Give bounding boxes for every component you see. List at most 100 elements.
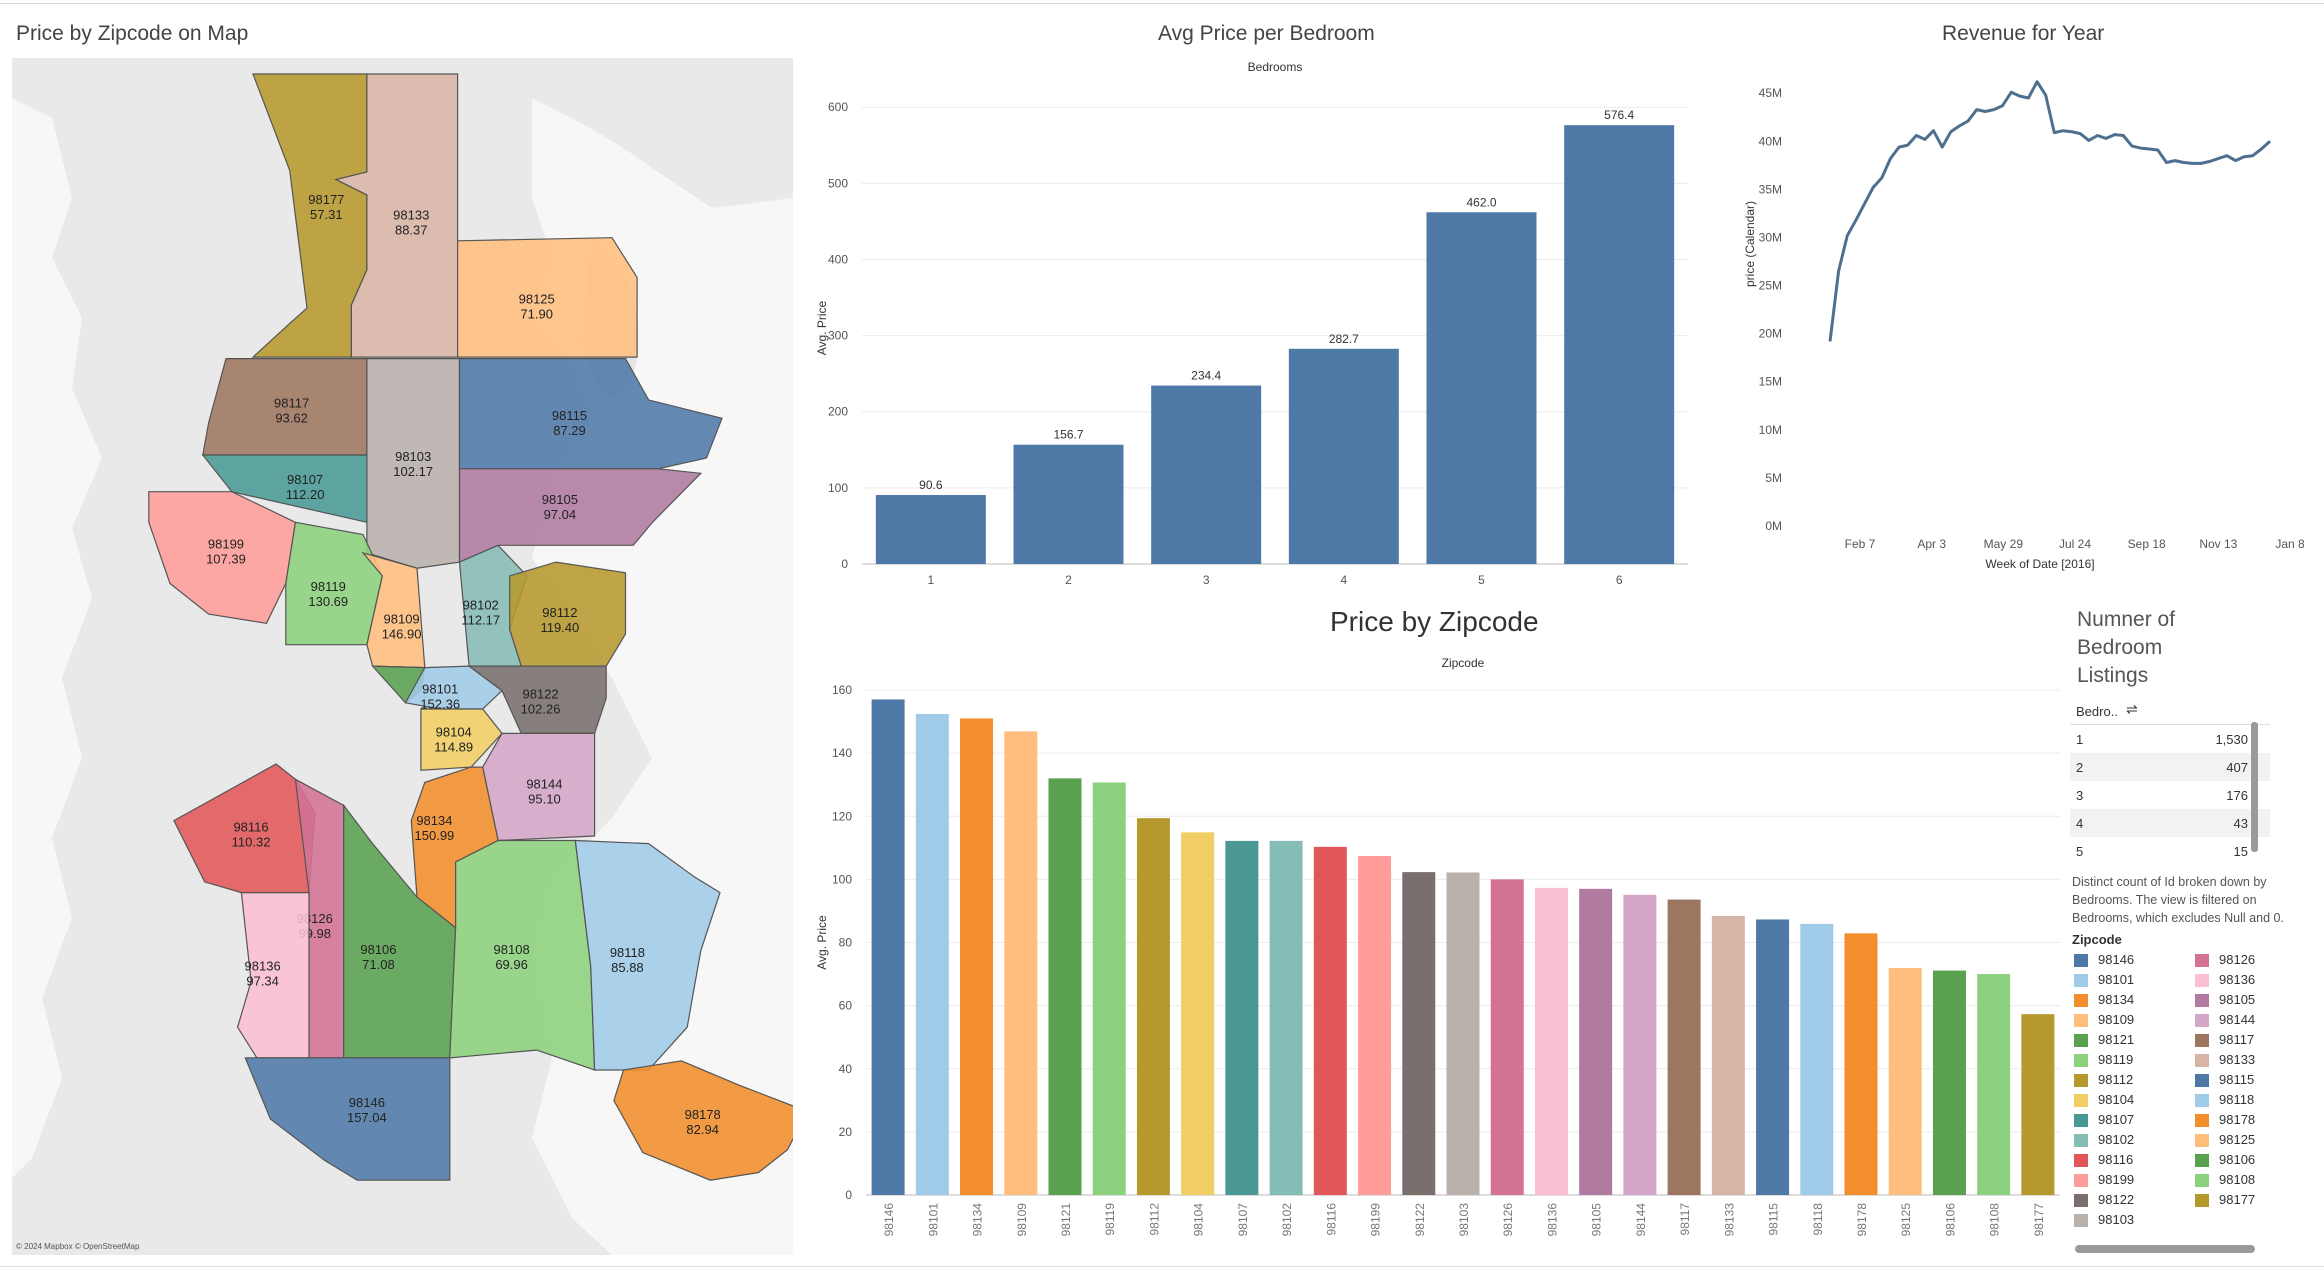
legend-item-98121[interactable]: 98121 — [2074, 1032, 2134, 1052]
bar-98125[interactable] — [1888, 968, 1922, 1195]
legend-item-98177[interactable]: 98177 — [2195, 1192, 2255, 1212]
legend-label: 98117 — [2219, 1032, 2255, 1047]
bar-98112[interactable] — [1136, 818, 1170, 1195]
x-tick-label: Sep 18 — [2128, 537, 2166, 551]
bar-98105[interactable] — [1579, 888, 1613, 1195]
map-region-98125[interactable] — [457, 237, 638, 358]
x-tick-label: Jan 8 — [2275, 537, 2305, 551]
legend-label: 98122 — [2098, 1192, 2135, 1207]
legend-item-98136[interactable]: 98136 — [2195, 972, 2255, 992]
map-region-98118[interactable] — [574, 839, 721, 1071]
map-credit: © 2024 Mapbox © OpenStreetMap — [16, 1242, 140, 1251]
legend-item-98104[interactable]: 98104 — [2074, 1092, 2134, 1112]
x-tick-label: 98112 — [1147, 1203, 1161, 1236]
legend-item-98134[interactable]: 98134 — [2074, 992, 2134, 1012]
bar-98133[interactable] — [1711, 915, 1745, 1195]
cell-count: 1,530 — [2215, 732, 2248, 747]
map-region-98107[interactable] — [201, 454, 368, 524]
table-row[interactable]: 1 1,530 — [2070, 725, 2270, 753]
bar-98101[interactable] — [915, 713, 949, 1195]
zipcode-chart-title: Price by Zipcode — [1330, 606, 1539, 637]
legend-item-98112[interactable]: 98112 — [2074, 1072, 2133, 1092]
x-tick-label: 98104 — [1192, 1203, 1206, 1237]
bar-value-label: 90.6 — [919, 478, 943, 492]
x-tick-label: 98122 — [1413, 1203, 1427, 1237]
legend-item-98116[interactable]: 98116 — [2074, 1152, 2133, 1172]
bar-98121[interactable] — [1048, 778, 1082, 1195]
bar-98136[interactable] — [1534, 887, 1568, 1195]
bar-98177[interactable] — [2021, 1014, 2055, 1195]
table-row[interactable]: 4 43 — [2070, 809, 2270, 837]
bar-98106[interactable] — [1932, 970, 1966, 1195]
revenue-chart-title: Revenue for Year — [1942, 22, 2105, 45]
bar-98102[interactable] — [1269, 840, 1303, 1195]
legend-item-98115[interactable]: 98115 — [2195, 1072, 2254, 1092]
legend-item-98106[interactable]: 98106 — [2195, 1152, 2255, 1172]
legend-item-98108[interactable]: 98108 — [2195, 1172, 2255, 1192]
sort-icon[interactable]: ⇌ — [2126, 701, 2138, 717]
bar-98109[interactable] — [1004, 731, 1038, 1195]
legend-item-98125[interactable]: 98125 — [2195, 1132, 2255, 1152]
bar-98115[interactable] — [1756, 919, 1790, 1195]
table-row[interactable]: 5 15 — [2070, 837, 2270, 865]
bar-98122[interactable] — [1402, 872, 1436, 1195]
map-region-98112[interactable] — [509, 561, 627, 667]
map-region-98178[interactable] — [613, 1060, 793, 1181]
legend-item-98122[interactable]: 98122 — [2074, 1192, 2134, 1212]
bar-98108[interactable] — [1977, 974, 2011, 1195]
bar-98134[interactable] — [960, 718, 994, 1195]
bar-3[interactable] — [1151, 385, 1262, 564]
map-region-98199[interactable] — [148, 491, 297, 624]
bar-98117[interactable] — [1667, 899, 1701, 1195]
bar-2[interactable] — [1013, 444, 1124, 564]
table-scrollbar[interactable] — [2251, 722, 2258, 852]
y-tick-label: 30M — [1759, 230, 1782, 244]
revenue-line[interactable] — [1828, 80, 2272, 342]
map-region-98146[interactable] — [244, 1057, 451, 1181]
legend-item-98144[interactable]: 98144 — [2195, 1012, 2255, 1032]
legend-item-98199[interactable]: 98199 — [2074, 1172, 2134, 1192]
legend-item-98146[interactable]: 98146 — [2074, 952, 2134, 972]
bar-98178[interactable] — [1844, 933, 1878, 1195]
bar-98119[interactable] — [1092, 782, 1126, 1195]
map-region-98104[interactable] — [420, 708, 503, 771]
bar-98107[interactable] — [1225, 840, 1259, 1195]
bar-98116[interactable] — [1313, 846, 1347, 1195]
legend-scrollbar[interactable] — [2075, 1245, 2255, 1253]
legend-item-98109[interactable]: 98109 — [2074, 1012, 2134, 1032]
bar-98144[interactable] — [1623, 894, 1657, 1195]
column-header-bedrooms[interactable]: Bedro.. — [2076, 704, 2118, 719]
bar-98126[interactable] — [1490, 879, 1524, 1195]
map-region-98144[interactable] — [482, 732, 596, 842]
bar-6[interactable] — [1564, 125, 1675, 564]
bar-4[interactable] — [1288, 348, 1399, 564]
bar-5[interactable] — [1426, 212, 1537, 564]
map-region-98133[interactable] — [334, 73, 459, 358]
x-tick-label: 98146 — [882, 1203, 896, 1237]
legend-item-98101[interactable]: 98101 — [2074, 972, 2134, 992]
bar-1[interactable] — [875, 495, 986, 564]
table-row[interactable]: 2 407 — [2070, 753, 2270, 781]
y-tick-label: 0 — [845, 1188, 852, 1202]
bar-98103[interactable] — [1446, 872, 1480, 1195]
bar-98118[interactable] — [1800, 923, 1834, 1195]
table-header[interactable]: Bedro.. ⇌ — [2070, 700, 2270, 725]
legend-item-98117[interactable]: 98117 — [2195, 1032, 2254, 1052]
x-tick-label: 98199 — [1369, 1203, 1383, 1237]
legend-item-98119[interactable]: 98119 — [2074, 1052, 2133, 1072]
bar-98199[interactable] — [1358, 856, 1392, 1195]
bar-98104[interactable] — [1181, 832, 1215, 1195]
legend-item-98126[interactable]: 98126 — [2195, 952, 2255, 972]
legend-item-98118[interactable]: 98118 — [2195, 1092, 2254, 1112]
legend-item-98107[interactable]: 98107 — [2074, 1112, 2134, 1132]
table-row[interactable]: 3 176 — [2070, 781, 2270, 809]
legend-item-98133[interactable]: 98133 — [2195, 1052, 2255, 1072]
bar-98146[interactable] — [871, 699, 905, 1195]
map-label-price: 157.04 — [347, 1110, 387, 1125]
legend-item-98103[interactable]: 98103 — [2074, 1212, 2134, 1232]
legend-item-98102[interactable]: 98102 — [2074, 1132, 2134, 1152]
legend-label: 98177 — [2219, 1192, 2256, 1207]
legend-item-98105[interactable]: 98105 — [2195, 992, 2255, 1012]
legend-item-98178[interactable]: 98178 — [2195, 1112, 2255, 1132]
